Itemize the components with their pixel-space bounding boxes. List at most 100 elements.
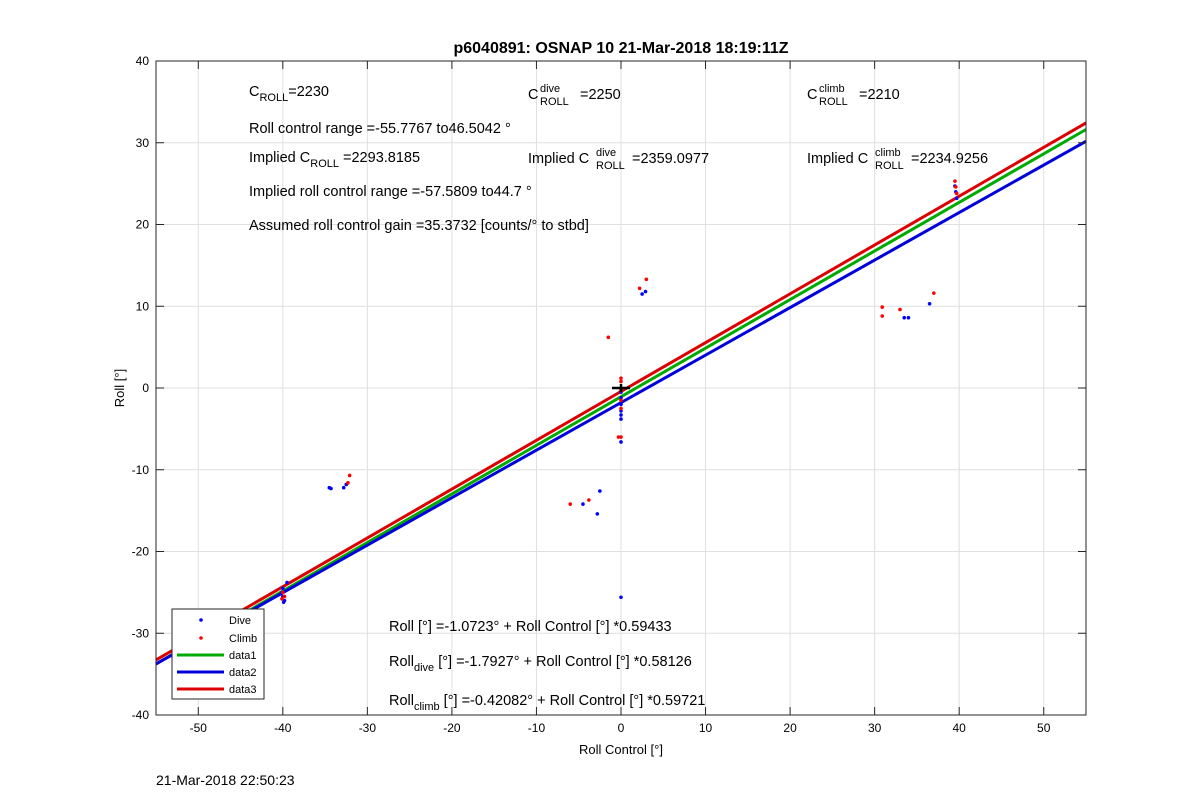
point-climb: [619, 398, 623, 403]
point-climb: [637, 286, 642, 291]
x-tick-label: 30: [868, 721, 882, 735]
annotation-c-roll-climb-sup: climb: [819, 83, 845, 95]
annotation-implied-c-roll-climb-sub: ROLL: [875, 160, 904, 172]
annotation-implied-c-roll-dive-sub: ROLL: [596, 160, 625, 172]
center-marker: [612, 384, 630, 392]
legend: Dive Climb data1 data2 data3: [171, 608, 265, 700]
point-dive: [619, 417, 623, 421]
point-climb: [347, 473, 352, 478]
point-dive: [640, 292, 644, 296]
point-dive: [619, 402, 623, 407]
x-tick-label: 40: [953, 721, 967, 735]
point-dive: [643, 289, 648, 294]
annotation-implied-range: Implied roll control range =-57.5809 to4…: [249, 184, 532, 200]
x-tick-label: 0: [618, 721, 625, 735]
x-tick-label: -20: [443, 721, 461, 735]
y-tick-label: -30: [132, 626, 150, 640]
legend-label-dive: Dive: [229, 615, 251, 627]
y-tick-label: -40: [132, 708, 150, 722]
legend-marker-dive: [199, 618, 203, 622]
annotation-implied-c-roll-climb: Implied C: [807, 151, 868, 167]
point-climb: [280, 597, 284, 601]
x-axis-label: Roll Control [°]: [579, 742, 663, 757]
x-tick-label: -30: [359, 721, 377, 735]
point-climb: [898, 307, 902, 312]
point-climb: [932, 291, 936, 295]
point-dive: [619, 595, 623, 600]
legend-label-data3: data3: [229, 684, 257, 696]
annotation-fit-all: Roll [°] =-1.0723° + Roll Control [°] *0…: [389, 619, 672, 635]
annotation-c-roll-climb: C: [807, 87, 817, 103]
point-dive: [906, 315, 911, 320]
point-climb: [619, 406, 623, 411]
footer-timestamp: 21-Mar-2018 22:50:23: [156, 772, 295, 788]
legend-label-data2: data2: [229, 667, 257, 679]
point-climb: [619, 435, 623, 439]
point-dive: [595, 512, 600, 516]
point-climb: [880, 314, 885, 318]
point-climb: [954, 191, 959, 196]
point-climb: [282, 594, 287, 599]
annotation-implied-c-roll-climb-value: =2234.9256: [911, 151, 988, 167]
point-dive: [619, 413, 623, 417]
annotation-c-roll-dive-sub: ROLL: [540, 96, 569, 108]
y-tick-label: -20: [132, 545, 150, 559]
point-dive: [329, 486, 333, 491]
point-climb: [281, 590, 285, 595]
y-tick-label: 0: [142, 381, 149, 395]
point-dive: [927, 301, 932, 306]
y-tick-label: 20: [136, 218, 150, 232]
point-dive: [341, 485, 346, 490]
annotation-fit-climb: Rollclimb [°] =-0.42082° + Roll Control …: [389, 693, 705, 713]
point-dive: [954, 196, 959, 201]
y-tick-label: 10: [136, 299, 150, 313]
point-climb: [346, 481, 350, 485]
annotation-implied-c-roll-dive: Implied C: [528, 151, 589, 167]
annotation-c-roll-dive: C: [528, 87, 538, 103]
x-tick-label: -10: [528, 721, 546, 735]
point-climb: [953, 179, 957, 183]
annotation-c-roll: CROLL=2230: [249, 84, 329, 104]
annotation-fit-dive: Rolldive [°] =-1.7927° + Roll Control [°…: [389, 654, 692, 674]
point-dive: [598, 489, 602, 493]
x-tick-label: 50: [1037, 721, 1051, 735]
point-dive: [619, 440, 623, 444]
x-tick-label: 20: [783, 721, 797, 735]
annotation-assumed-gain: Assumed roll control gain =35.3732 [coun…: [249, 218, 589, 234]
legend-label-data1: data1: [229, 650, 257, 662]
point-dive: [581, 502, 585, 506]
legend-marker-climb: [199, 636, 203, 640]
legend-label-climb: Climb: [229, 633, 257, 645]
point-dive: [281, 600, 286, 604]
point-climb: [880, 305, 885, 309]
point-climb: [616, 435, 621, 439]
axis-ticks: -50 -40 -30 -20 -10 0 10 20 30 40 50 -40 -30 -20 -10 0 1…: [132, 54, 1086, 735]
point-climb: [619, 376, 623, 380]
point-dive: [281, 586, 285, 591]
y-tick-label: 40: [136, 54, 150, 68]
point-climb: [587, 498, 591, 502]
annotation-c-roll-climb-value: =2210: [859, 87, 900, 103]
point-dive: [285, 580, 289, 585]
annotation-implied-c-roll-dive-sup: dive: [596, 147, 616, 159]
annotation-implied-c-roll-dive-value: =2359.0977: [632, 151, 709, 167]
annotation-roll-control-range: Roll control range =-55.7767 to46.5042 °: [249, 121, 511, 137]
x-tick-label: -50: [190, 721, 208, 735]
point-climb: [568, 502, 573, 506]
annotation-c-roll-dive-value: =2250: [580, 87, 621, 103]
y-tick-label: 30: [136, 136, 150, 150]
point-dive: [902, 315, 907, 320]
x-tick-label: 10: [699, 721, 713, 735]
annotation-c-roll-climb-sub: ROLL: [819, 96, 848, 108]
annotation-implied-c-roll: Implied CROLL =2293.8185: [249, 150, 420, 170]
y-axis-label: Roll [°]: [112, 369, 127, 407]
point-climb: [606, 335, 611, 340]
x-tick-label: -40: [274, 721, 292, 735]
point-climb: [954, 185, 958, 189]
y-tick-label: -10: [132, 463, 150, 477]
annotation-implied-c-roll-climb-sup: climb: [875, 147, 901, 159]
chart-title: p6040891: OSNAP 10 21-Mar-2018 18:19:11Z: [453, 40, 788, 57]
point-climb: [619, 379, 623, 384]
annotation-c-roll-dive-sup: dive: [540, 83, 560, 95]
